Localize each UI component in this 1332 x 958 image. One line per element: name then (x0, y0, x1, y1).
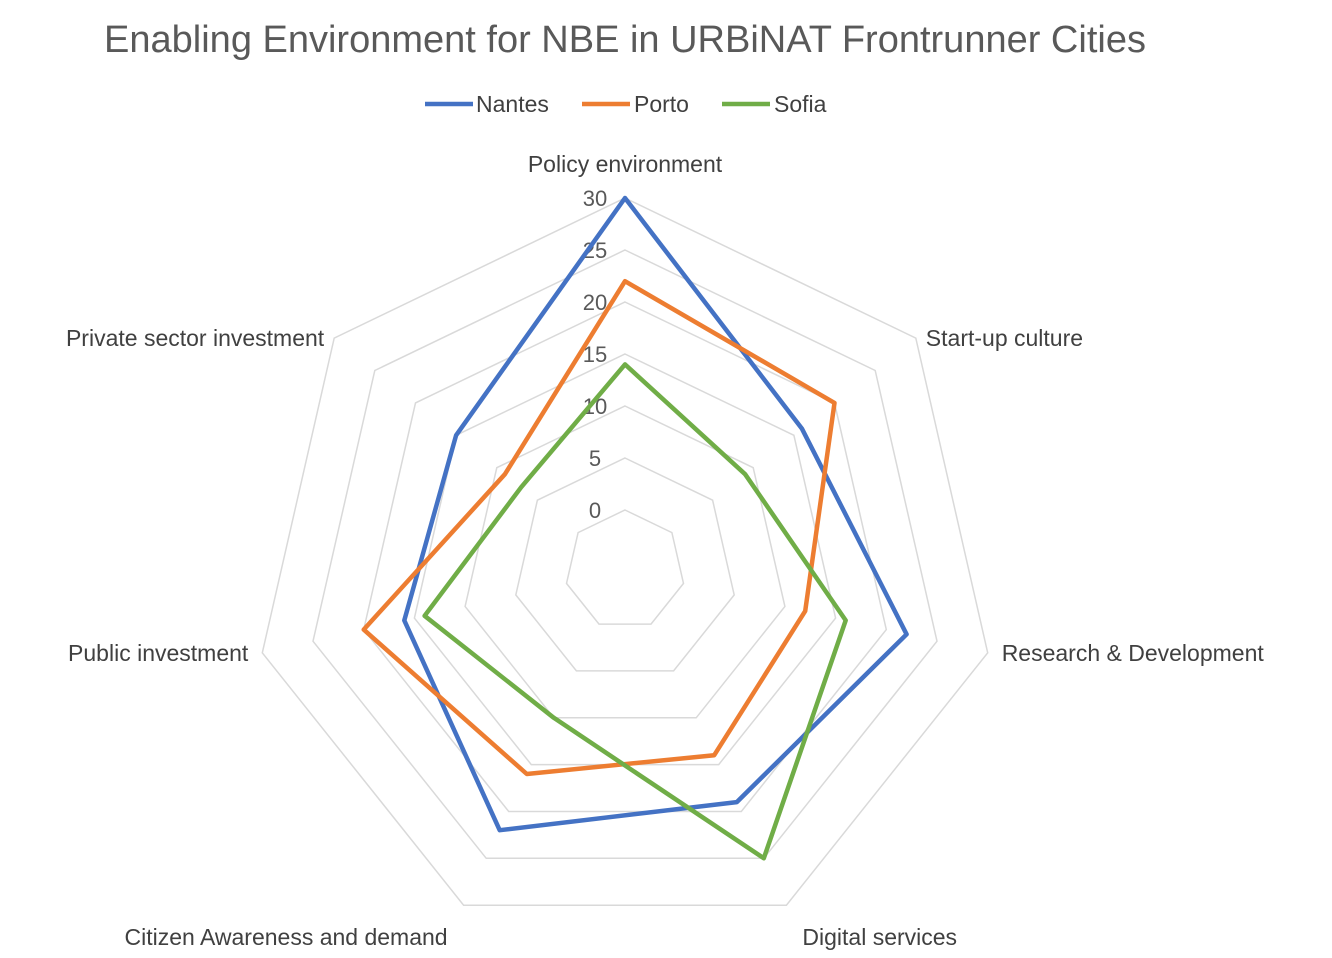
grid-ring-25 (312, 249, 938, 860)
tick-label-5: 5 (589, 446, 601, 471)
category-label-5: Public investment (68, 640, 249, 666)
category-label-6: Private sector investment (66, 325, 325, 351)
category-label-2: Research & Development (1002, 640, 1265, 666)
legend-label-nantes: Nantes (476, 91, 549, 117)
category-label-3: Digital services (802, 924, 957, 950)
category-labels: Policy environment Start-up culture Resear… (66, 151, 1264, 950)
radar-series (361, 195, 909, 861)
category-label-0: Policy environment (528, 151, 723, 177)
legend-label-sofia: Sofia (774, 91, 827, 117)
tick-label-0: 0 (589, 498, 601, 523)
chart-legend: Nantes Porto Sofia (425, 91, 827, 117)
tick-label-20: 20 (583, 290, 607, 315)
grid-ring-20 (362, 301, 888, 813)
grid-ring-5 (514, 457, 736, 672)
grid-ring-0 (565, 509, 685, 625)
legend-item-porto[interactable]: Porto (582, 91, 689, 117)
category-label-4: Citizen Awareness and demand (125, 924, 448, 950)
series-sofia[interactable] (422, 362, 848, 861)
tick-label-30: 30 (583, 186, 607, 211)
category-label-1: Start-up culture (926, 325, 1083, 351)
legend-item-sofia[interactable]: Sofia (722, 91, 827, 117)
legend-item-nantes[interactable]: Nantes (425, 91, 549, 117)
legend-label-porto: Porto (634, 91, 689, 117)
grid-ring-15 (413, 353, 837, 766)
chart-title: Enabling Environment for NBE in URBiNAT … (104, 19, 1146, 61)
series-nantes[interactable] (402, 195, 909, 833)
radar-grid (261, 197, 989, 906)
grid-ring-30 (261, 197, 989, 906)
